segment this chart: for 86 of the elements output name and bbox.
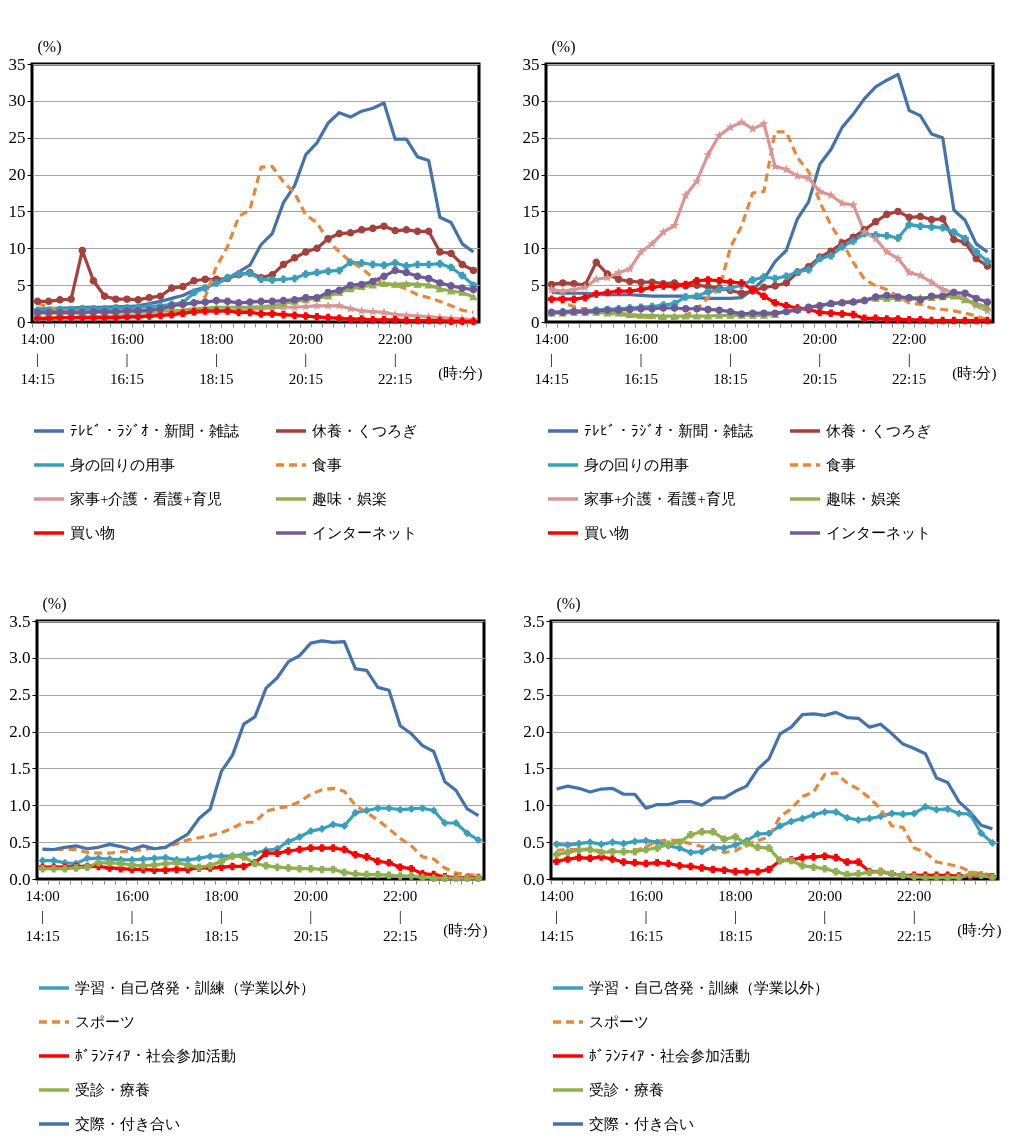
x-tick-label: 18:00 | 18:15 — [718, 887, 753, 944]
x-tick-label: 14:00 | 14:15 — [20, 330, 55, 387]
x-tick-label: 22:00 | 22:15 — [383, 887, 418, 944]
legend-label: 家事+介護・看護+育児 — [584, 491, 736, 507]
x-tick-label: 14:00 | 14:15 — [534, 330, 569, 387]
x-axis-title: (時:分) — [443, 921, 488, 939]
x-tick-label: 16:00 | 16:15 — [628, 887, 664, 944]
legend-label: ﾃﾚﾋﾞ・ﾗｼﾞｵ・新聞・雑誌 — [584, 423, 753, 439]
legend-label: インターネット — [312, 525, 417, 541]
legend-label: 交際・付き合い — [75, 1116, 180, 1132]
y-tick-label: 0.5 — [523, 832, 545, 852]
y-tick-label: 2.0 — [9, 722, 31, 742]
y-axis-title: (%) — [551, 37, 576, 56]
y-axis-title: (%) — [42, 594, 67, 613]
legend-label: スポーツ — [75, 1014, 135, 1030]
x-tick-label: 20:00 | 20:15 — [293, 887, 328, 944]
x-tick-label: 16:00 | 16:15 — [623, 330, 659, 387]
x-axis-title: (時:分) — [952, 364, 997, 382]
y-tick-label: 2.5 — [523, 685, 545, 705]
legend-label: ﾎﾞﾗﾝﾃｨｱ・社会参加活動 — [589, 1048, 750, 1064]
legend-label: 買い物 — [70, 525, 115, 541]
y-tick-label: 5 — [17, 275, 26, 295]
legend-label: 受診・療養 — [589, 1082, 664, 1098]
y-tick-label: 30 — [522, 91, 540, 111]
x-tick-label: 18:00 | 18:15 — [713, 330, 748, 387]
x-tick-label: 20:00 | 20:15 — [802, 330, 837, 387]
x-tick-label: 22:00 | 22:15 — [378, 330, 413, 387]
y-tick-label: 2.5 — [9, 685, 31, 705]
y-tick-label: 0 — [17, 312, 26, 332]
legend-label: 身の回りの用事 — [584, 457, 689, 473]
y-tick-label: 25 — [8, 128, 26, 148]
y-tick-label: 30 — [8, 91, 26, 111]
x-tick-label: 18:00 | 18:15 — [199, 330, 234, 387]
y-tick-label: 3.0 — [523, 648, 545, 668]
y-tick-label: 5 — [531, 275, 540, 295]
legend-label: 家事+介護・看護+育児 — [70, 491, 222, 507]
x-tick-label: 20:00 | 20:15 — [807, 887, 842, 944]
y-tick-label: 0.0 — [523, 869, 545, 889]
y-tick-label: 35 — [522, 54, 540, 74]
y-tick-label: 3.0 — [9, 648, 31, 668]
legend-label: 買い物 — [584, 525, 629, 541]
y-tick-label: 3.5 — [9, 611, 31, 631]
legend-label: 休養・くつろぎ — [826, 423, 931, 439]
x-tick-label: 22:00 | 22:15 — [892, 330, 927, 387]
y-tick-label: 10 — [8, 238, 26, 258]
y-tick-label: 1.5 — [523, 758, 545, 778]
y-axis-title: (%) — [37, 37, 62, 56]
legend-label: 学習・自己啓発・訓練（学業以外） — [75, 980, 315, 996]
legend-label: 休養・くつろぎ — [312, 423, 417, 439]
y-tick-label: 25 — [522, 128, 540, 148]
y-tick-label: 20 — [8, 165, 26, 185]
legend-label: 趣味・娯楽 — [826, 491, 901, 507]
legend-label: 食事 — [826, 457, 856, 473]
legend-label: スポーツ — [589, 1014, 649, 1030]
x-tick-label: 14:00 | 14:15 — [539, 887, 574, 944]
legend-label: 学習・自己啓発・訓練（学業以外） — [589, 980, 829, 996]
y-tick-label: 2.0 — [523, 722, 545, 742]
x-tick-label: 16:00 | 16:15 — [114, 887, 150, 944]
x-tick-label: 20:00 | 20:15 — [288, 330, 323, 387]
y-tick-label: 35 — [8, 54, 26, 74]
x-tick-label: 18:00 | 18:15 — [204, 887, 239, 944]
y-tick-label: 15 — [522, 201, 540, 221]
legend-label: ﾎﾞﾗﾝﾃｨｱ・社会参加活動 — [75, 1048, 236, 1064]
y-tick-label: 20 — [522, 165, 540, 185]
legend-label: 身の回りの用事 — [70, 457, 175, 473]
x-tick-label: 16:00 | 16:15 — [109, 330, 145, 387]
y-tick-label: 0 — [531, 312, 540, 332]
x-axis-title: (時:分) — [438, 364, 483, 382]
legend-label: 交際・付き合い — [589, 1116, 694, 1132]
y-tick-label: 1.0 — [523, 795, 545, 815]
legend-label: 趣味・娯楽 — [312, 491, 387, 507]
y-tick-label: 1.5 — [9, 758, 31, 778]
y-axis-title: (%) — [556, 594, 581, 613]
legend-label: ﾃﾚﾋﾞ・ﾗｼﾞｵ・新聞・雑誌 — [70, 423, 239, 439]
y-tick-label: 15 — [8, 201, 26, 221]
x-axis-title: (時:分) — [957, 921, 1002, 939]
x-tick-label: 14:00 | 14:15 — [25, 887, 60, 944]
y-tick-label: 10 — [522, 238, 540, 258]
y-tick-label: 0.0 — [9, 869, 31, 889]
legend-label: インターネット — [826, 525, 931, 541]
legend-label: 受診・療養 — [75, 1082, 150, 1098]
legend-label: 食事 — [312, 457, 342, 473]
y-tick-label: 3.5 — [523, 611, 545, 631]
y-tick-label: 0.5 — [9, 832, 31, 852]
y-tick-label: 1.0 — [9, 795, 31, 815]
x-tick-label: 22:00 | 22:15 — [897, 887, 932, 944]
